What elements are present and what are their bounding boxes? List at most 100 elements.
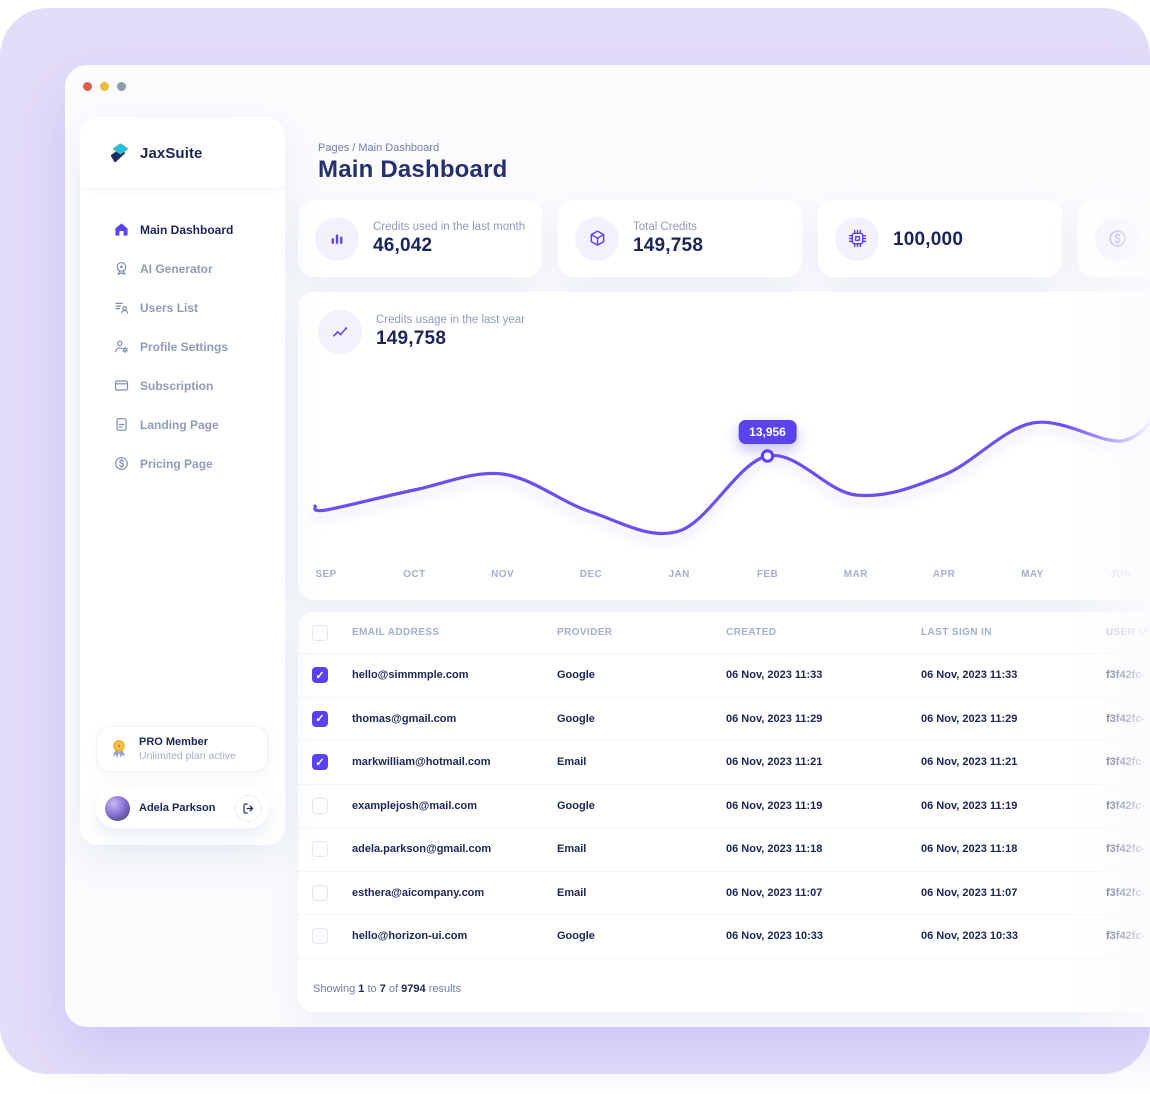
window-control-minimize[interactable] (100, 82, 109, 91)
column-header-last-sign-in: LAST SIGN IN (921, 627, 992, 638)
logout-icon (242, 802, 255, 815)
cell-email: hello@simmmple.com (352, 669, 469, 682)
sidebar: JaxSuite Main Dashboard AI Generator Users… (80, 118, 285, 845)
page-title: Main Dashboard (318, 156, 508, 183)
window-control-expand[interactable] (117, 82, 126, 91)
sidebar-item-users-list[interactable]: Users List (80, 288, 285, 327)
x-axis-label: JAN (668, 569, 690, 580)
column-header-provider: PROVIDER (557, 627, 613, 638)
row-checkbox[interactable]: ✓ (312, 667, 328, 684)
cell-email: adela.parkson@gmail.com (352, 843, 492, 856)
chart-x-axis: SEP OCT NOV DEC JAN FEB MAR APR MAY JUN (298, 569, 1150, 583)
award-icon (113, 261, 129, 277)
credits-line-chart[interactable] (298, 384, 1150, 574)
avatar (105, 795, 130, 821)
cell-provider: Email (557, 843, 587, 856)
cell-email: markwilliam@hotmail.com (352, 756, 491, 769)
cell-email: examplejosh@mail.com (352, 799, 478, 812)
x-axis-label: MAR (843, 569, 868, 580)
bar-chart-icon (315, 216, 359, 261)
sidebar-item-label: Users List (140, 300, 199, 315)
sidebar-item-subscription[interactable]: Subscription (80, 366, 285, 405)
row-checkbox[interactable]: ✓ (312, 754, 328, 771)
pro-member-card[interactable]: PRO Member Unlimited plan active (97, 726, 268, 772)
dollar-coin-icon (1095, 216, 1139, 261)
table-row: ✓ markwilliam@hotmail.com Email 06 Nov, 202… (298, 741, 1150, 785)
row-checkbox[interactable] (312, 797, 328, 814)
credits-chart-card: Credits usage in the last year 149,758 1… (298, 292, 1150, 600)
cell-last-sign-in: 06 Nov, 2023 11:21 (921, 756, 1018, 769)
table-row: ✓ thomas@gmail.com Google 06 Nov, 2023 11:2… (298, 698, 1150, 741)
user-profile-row[interactable]: Adela Parkson (96, 788, 269, 828)
stat-card-total-credits: Total Credits 149,758 (558, 200, 802, 277)
sidebar-item-pricing-page[interactable]: Pricing Page (80, 444, 285, 483)
sidebar-item-label: Subscription (140, 378, 214, 393)
window-control-close[interactable] (83, 82, 92, 91)
stat-value: 149,758 (633, 234, 704, 256)
document-icon (113, 417, 129, 433)
home-icon (113, 222, 129, 238)
cell-created: 06 Nov, 2023 11:07 (726, 886, 823, 899)
table-row: examplejosh@mail.com Google 06 Nov, 2023 1… (298, 785, 1150, 828)
sidebar-item-label: Profile Settings (140, 339, 229, 354)
row-checkbox[interactable] (312, 841, 328, 858)
sidebar-item-profile-settings[interactable]: Profile Settings (80, 327, 285, 366)
cell-last-sign-in: 06 Nov, 2023 11:18 (921, 843, 1018, 856)
cell-provider: Email (557, 886, 587, 899)
main-content: Pages / Main Dashboard Main Dashboard Cr… (298, 65, 1150, 1027)
trend-icon (318, 310, 362, 354)
x-axis-label: JUN (1110, 569, 1132, 580)
row-checkbox[interactable] (312, 928, 328, 945)
sidebar-item-landing-page[interactable]: Landing Page (80, 405, 285, 444)
cell-last-sign-in: 06 Nov, 2023 11:33 (921, 669, 1018, 682)
pro-member-subtitle: Unlimited plan active (139, 750, 236, 762)
brand-logo: JaxSuite (80, 118, 285, 189)
column-header-user-uid: USER UID (1106, 627, 1150, 638)
cell-created: 06 Nov, 2023 10:33 (726, 930, 824, 943)
logout-button[interactable] (235, 794, 262, 822)
table-header-row: EMAIL ADDRESS PROVIDER CREATED LAST SIGN… (298, 612, 1150, 654)
sidebar-item-main-dashboard[interactable]: Main Dashboard (80, 210, 285, 249)
stat-card-partial (1078, 200, 1150, 277)
cell-created: 06 Nov, 2023 11:33 (726, 669, 823, 682)
cell-last-sign-in: 06 Nov, 2023 10:33 (921, 930, 1019, 943)
stat-card-plan-credits: 100,000 (818, 200, 1062, 277)
row-checkbox[interactable] (312, 884, 328, 901)
app-window: JaxSuite Main Dashboard AI Generator Users… (65, 65, 1150, 1027)
stat-label: Credits used in the last month (373, 220, 526, 233)
cell-user-uid: f3f42fc- (1106, 756, 1146, 769)
medal-icon (107, 737, 131, 761)
chart-label: Credits usage in the last year (376, 314, 525, 326)
stat-card-credits-used: Credits used in the last month 46,042 (298, 200, 542, 277)
person-gear-icon (113, 339, 129, 355)
jaxsuite-logo-icon (108, 142, 131, 165)
cell-email: thomas@gmail.com (352, 712, 457, 725)
window-controls (83, 82, 126, 91)
dollar-circle-icon (113, 456, 129, 472)
sidebar-nav: Main Dashboard AI Generator Users List Prof… (80, 210, 285, 483)
stat-label: Total Credits (633, 220, 697, 233)
cell-user-uid: f3f42fc- (1106, 843, 1146, 856)
breadcrumb: Pages / Main Dashboard (318, 142, 440, 154)
x-axis-label: DEC (579, 569, 603, 580)
column-header-created: CREATED (726, 627, 777, 638)
stat-value: 100,000 (893, 228, 964, 250)
pro-member-title: PRO Member (139, 736, 209, 748)
users-table-card: EMAIL ADDRESS PROVIDER CREATED LAST SIGN… (298, 612, 1150, 1012)
column-header-email: EMAIL ADDRESS (352, 627, 440, 638)
cell-user-uid: f3f42fc- (1106, 712, 1146, 725)
x-axis-label: SEP (315, 569, 337, 580)
row-checkbox[interactable]: ✓ (312, 710, 328, 727)
brand-name: JaxSuite (140, 144, 203, 162)
cell-created: 06 Nov, 2023 11:29 (726, 712, 823, 725)
sidebar-item-label: Main Dashboard (140, 222, 234, 237)
table-row: ✓ hello@simmmple.com Google 06 Nov, 2023 11… (298, 654, 1150, 698)
sidebar-item-label: Pricing Page (140, 456, 213, 471)
cell-email: hello@horizon-ui.com (352, 930, 468, 943)
sidebar-item-label: Landing Page (140, 417, 219, 432)
select-all-checkbox[interactable] (312, 624, 328, 641)
sidebar-item-ai-generator[interactable]: AI Generator (80, 249, 285, 288)
cell-provider: Google (557, 930, 595, 943)
cell-created: 06 Nov, 2023 11:18 (726, 843, 823, 856)
table-row: hello@horizon-ui.com Google 06 Nov, 2023 1… (298, 915, 1150, 959)
